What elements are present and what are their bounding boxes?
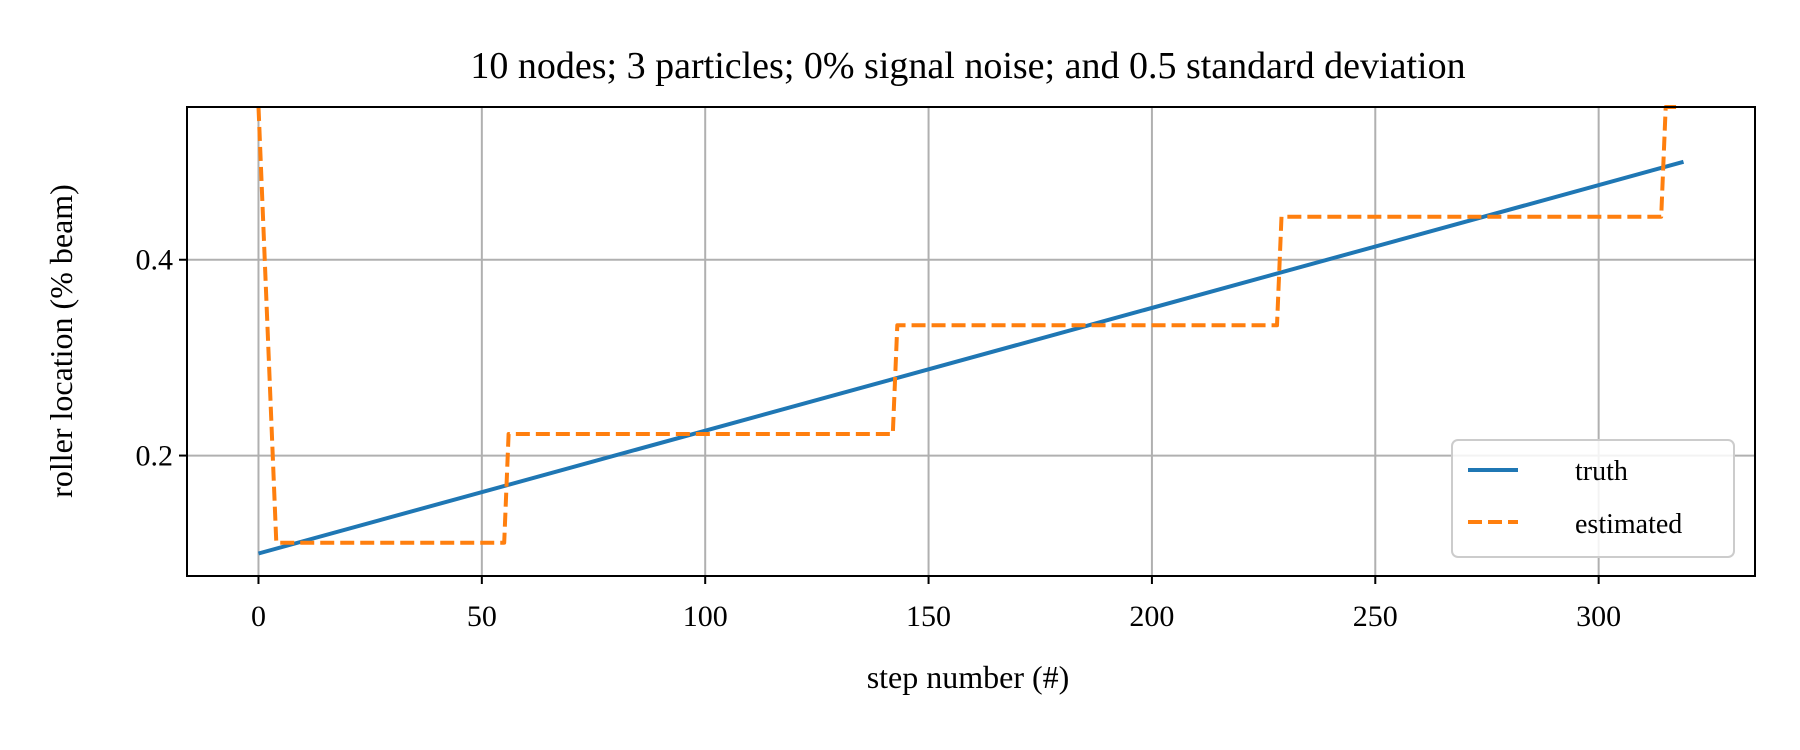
- chart-title: 10 nodes; 3 particles; 0% signal noise; …: [470, 45, 1465, 87]
- x-tick-label: 100: [683, 600, 728, 633]
- ticks: 0 50 100 150 200 250 300 0.2 0.4: [136, 244, 1622, 633]
- y-axis-label: roller location (% beam): [43, 184, 79, 498]
- series-truth-line: [257, 159, 1685, 556]
- y-tick-label: 0.2: [136, 440, 174, 473]
- x-tick-label: 200: [1129, 600, 1174, 633]
- legend-label-estimated: estimated: [1575, 509, 1682, 540]
- y-tick-label: 0.4: [136, 244, 174, 277]
- legend: truth estimated: [1451, 439, 1735, 558]
- x-tick-label: 300: [1576, 600, 1621, 633]
- x-tick-label: 0: [251, 600, 266, 633]
- legend-box: [1451, 439, 1735, 558]
- x-tick-label: 250: [1353, 600, 1398, 633]
- x-tick-label: 150: [906, 600, 951, 633]
- plot-series: [256, 105, 1685, 556]
- x-axis-label: step number (#): [867, 659, 1070, 695]
- series-estimated-line: [256, 105, 1680, 545]
- x-tick-label: 50: [467, 600, 497, 633]
- plot-frame: [186, 106, 1756, 577]
- legend-label-truth: truth: [1575, 456, 1628, 487]
